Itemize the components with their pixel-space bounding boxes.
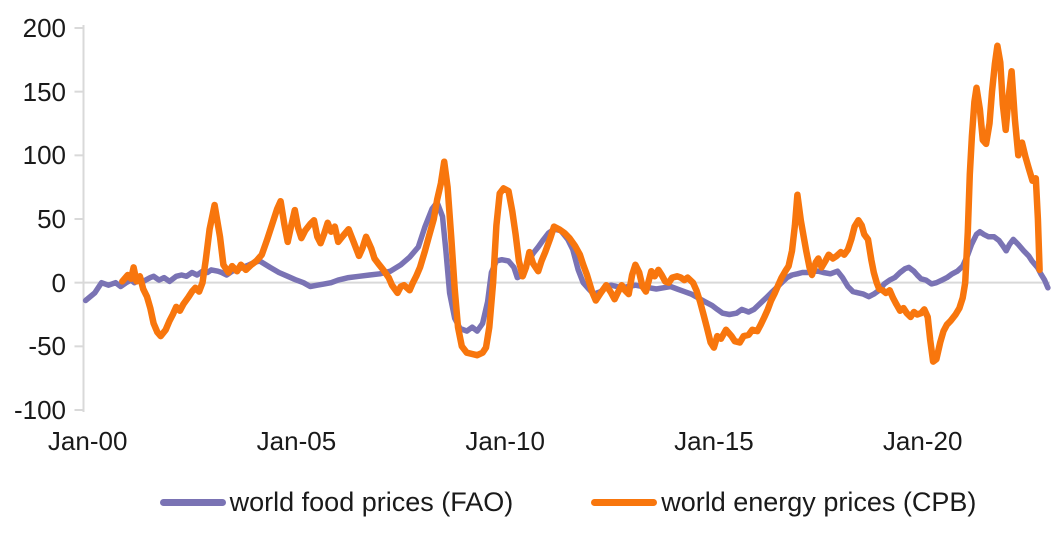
x-tick-label: Jan-20	[882, 426, 963, 456]
x-tick-label: Jan-05	[256, 426, 337, 456]
legend-item-food: world food prices (FAO)	[159, 487, 514, 518]
y-tick-label: -100	[13, 395, 66, 425]
y-tick-label: 100	[22, 140, 66, 171]
food-line-swatch	[159, 499, 226, 506]
y-tick-label: 0	[51, 267, 66, 298]
x-tick-label: Jan-10	[465, 426, 545, 456]
energy-line-swatch	[591, 499, 658, 506]
x-tick-label: Jan-15	[674, 426, 754, 456]
food-legend-label: world food prices (FAO)	[229, 487, 514, 517]
y-tick-label: -50	[28, 331, 66, 362]
legend: world food prices (FAO) world energy pri…	[0, 487, 1064, 518]
y-tick-label: 200	[22, 13, 66, 43]
x-tick-label: Jan-00	[47, 426, 128, 456]
series-line-energy	[119, 42, 1043, 365]
y-tick-label: 150	[22, 76, 66, 107]
y-tick-label: 50	[37, 204, 66, 234]
energy-legend-label: world energy prices (CPB)	[661, 487, 977, 517]
legend-item-energy: world energy prices (CPB)	[591, 487, 976, 518]
